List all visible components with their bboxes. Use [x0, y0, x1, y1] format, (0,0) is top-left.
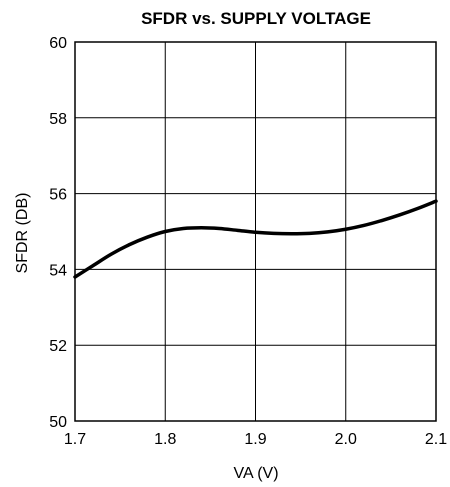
series-line-sfdr: [73, 199, 438, 279]
x-tick-labels: 1.7 1.8 1.9 2.0 2.1: [64, 431, 447, 448]
y-tick-label: 52: [49, 338, 67, 355]
x-tick-label: 1.9: [244, 431, 266, 448]
x-tick-label: 2.1: [425, 431, 447, 448]
y-axis-label: SFDR (DB): [14, 193, 31, 274]
y-tick-label: 54: [49, 262, 67, 279]
x-axis-label: VA (V): [233, 465, 278, 482]
y-tick-labels: 50 52 54 56 58 60: [49, 35, 67, 431]
x-tick-label: 2.0: [335, 431, 357, 448]
y-tick-label: 58: [49, 111, 67, 128]
x-tick-label: 1.8: [154, 431, 176, 448]
y-tick-label: 56: [49, 187, 67, 204]
x-tick-label: 1.7: [64, 431, 86, 448]
y-tick-label: 60: [49, 35, 67, 52]
y-tick-label: 50: [49, 414, 67, 431]
chart-title: SFDR vs. SUPPLY VOLTAGE: [141, 9, 371, 28]
plot-frame: [74, 41, 437, 422]
